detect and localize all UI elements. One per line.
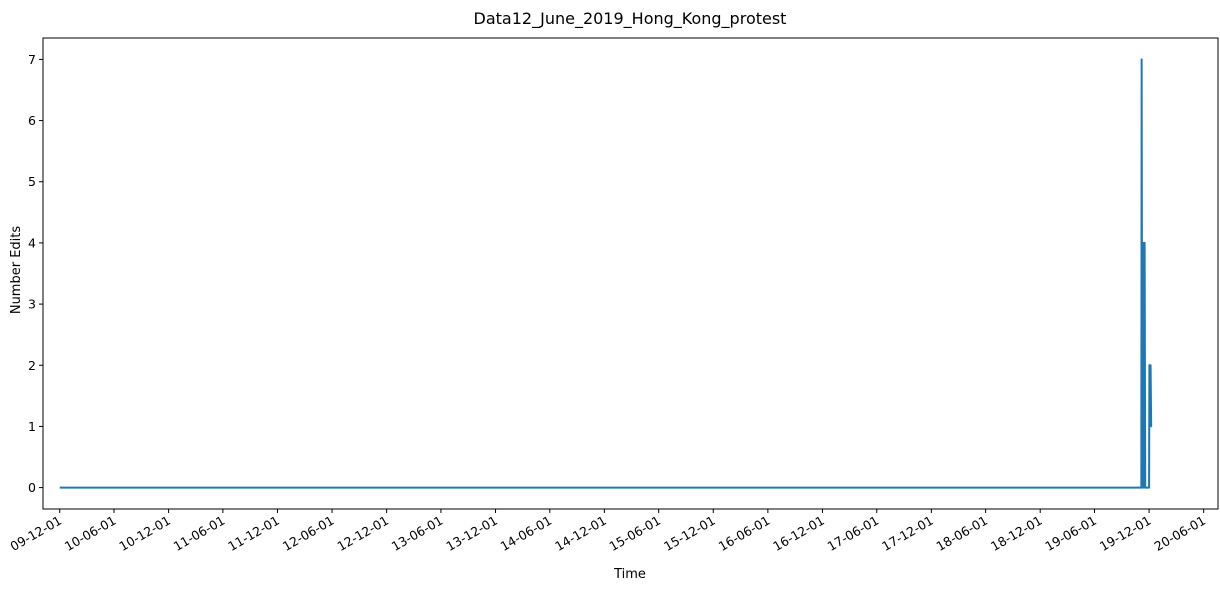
x-tick-label: 11-06-01 — [171, 513, 228, 554]
y-tick-label: 7 — [28, 52, 36, 67]
x-tick-label: 16-12-01 — [770, 513, 827, 554]
x-tick-label: 13-12-01 — [443, 513, 500, 554]
chart-title: Data12_June_2019_Hong_Kong_protest — [474, 9, 787, 29]
y-tick-label: 6 — [28, 113, 36, 128]
x-tick-label: 11-12-01 — [225, 513, 282, 554]
y-axis-label: Number Edits — [9, 226, 24, 315]
x-tick-label: 12-12-01 — [334, 513, 391, 554]
x-tick-label: 17-12-01 — [879, 513, 936, 554]
x-tick-label: 14-06-01 — [498, 513, 555, 554]
x-tick-label: 15-12-01 — [661, 513, 718, 554]
x-tick-label: 10-12-01 — [116, 513, 173, 554]
x-tick-label: 19-12-01 — [1097, 513, 1154, 554]
x-tick-label: 20-06-01 — [1152, 513, 1209, 554]
y-tick-label: 1 — [28, 419, 36, 434]
y-tick-label: 4 — [28, 235, 36, 250]
x-tick-label: 17-06-01 — [825, 513, 882, 554]
x-tick-label: 19-06-01 — [1042, 513, 1099, 554]
x-tick-label: 10-06-01 — [62, 513, 119, 554]
y-tick-label: 0 — [28, 480, 36, 495]
x-tick-label: 09-12-01 — [8, 513, 65, 554]
series-line-0 — [59, 58, 1153, 489]
x-tick-label: 18-06-01 — [933, 513, 990, 554]
y-axis: 0 1 2 3 4 5 6 7 — [28, 52, 43, 495]
axes-frame — [42, 37, 1219, 510]
y-tick-label: 2 — [28, 358, 36, 373]
x-tick-label: 18-12-01 — [988, 513, 1045, 554]
x-tick-label: 13-06-01 — [389, 513, 446, 554]
y-tick-label: 5 — [28, 174, 36, 189]
x-tick-label: 12-06-01 — [280, 513, 337, 554]
x-tick-label: 15-06-01 — [607, 513, 664, 554]
x-tick-label: 16-06-01 — [716, 513, 773, 554]
x-axis: 09-12-0110-06-0110-12-0111-06-0111-12-01… — [8, 509, 1209, 554]
plot-area — [59, 58, 1153, 489]
x-tick-label: 14-12-01 — [552, 513, 609, 554]
y-tick-label: 3 — [28, 297, 36, 312]
x-axis-label: Time — [613, 567, 646, 582]
